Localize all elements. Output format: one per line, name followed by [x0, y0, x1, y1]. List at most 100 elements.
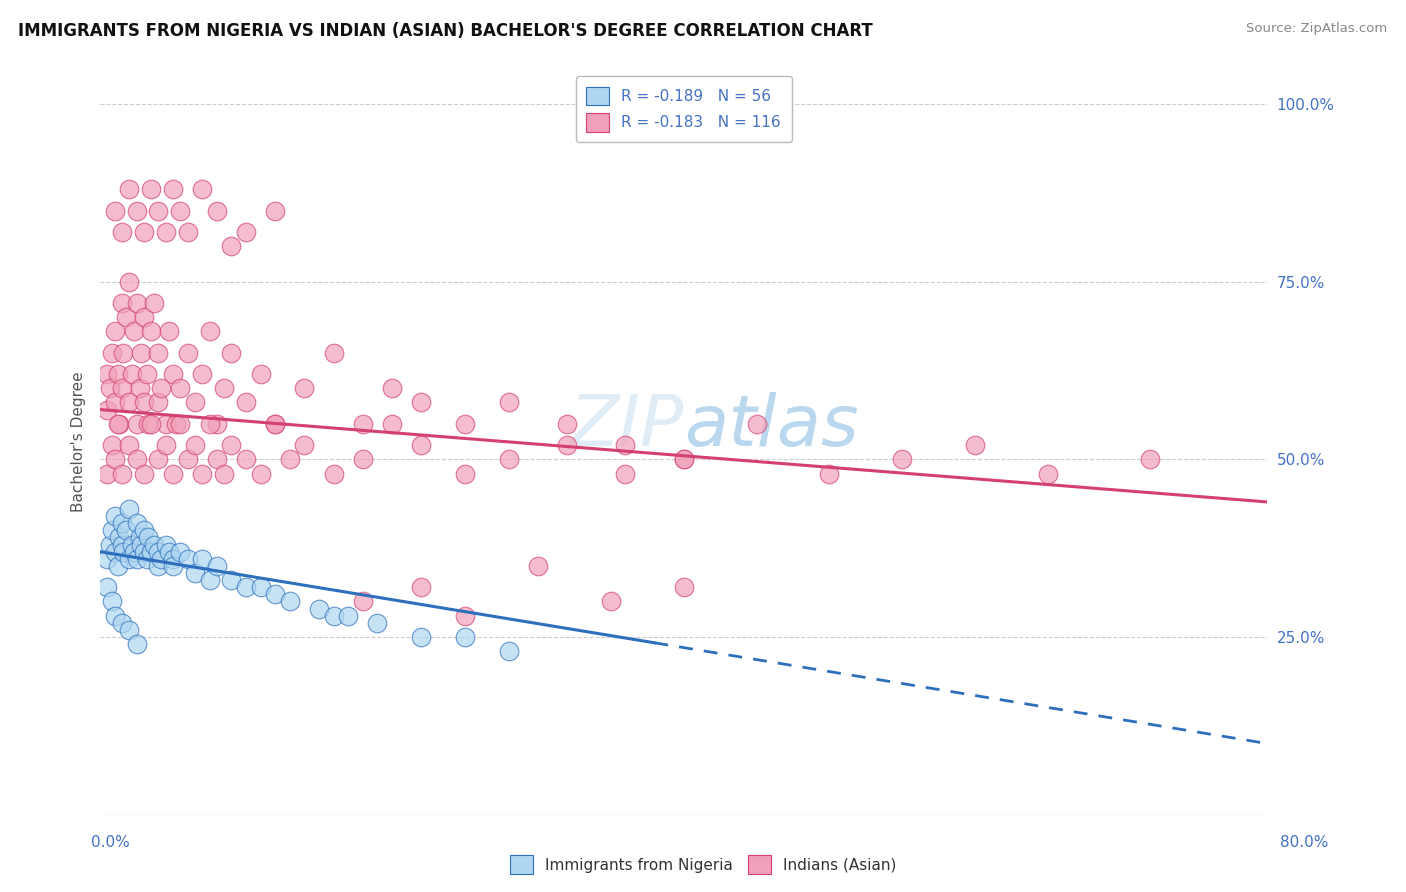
Point [235, 395, 257, 409]
Point [136, 531, 159, 545]
Point [157, 325, 180, 339]
Point [129, 345, 152, 359]
Point [162, 182, 184, 196]
Point [454, 467, 477, 481]
Point [107, 558, 129, 573]
Point [141, 325, 163, 339]
Point [891, 452, 914, 467]
Point [141, 544, 163, 558]
Point [101, 594, 124, 608]
Point [122, 325, 145, 339]
Point [278, 594, 301, 608]
Point [96, 467, 118, 481]
Point [118, 275, 141, 289]
Point [162, 558, 184, 573]
Point [366, 615, 388, 630]
Point [104, 608, 127, 623]
Point [132, 524, 155, 538]
Point [381, 381, 404, 395]
Point [176, 551, 198, 566]
Point [1139, 452, 1161, 467]
Point [198, 417, 221, 431]
Point [148, 203, 170, 218]
Point [409, 395, 432, 409]
Point [249, 367, 271, 381]
Point [118, 623, 141, 637]
Point [191, 467, 214, 481]
Point [107, 367, 129, 381]
Point [308, 601, 330, 615]
Point [169, 203, 191, 218]
Point [121, 367, 143, 381]
Point [148, 345, 170, 359]
Point [454, 608, 477, 623]
Point [614, 438, 637, 452]
Point [155, 225, 177, 239]
Point [322, 345, 344, 359]
Point [264, 203, 287, 218]
Point [352, 417, 374, 431]
Point [112, 544, 135, 558]
Point [1038, 467, 1060, 481]
Point [292, 381, 315, 395]
Point [96, 402, 118, 417]
Point [555, 417, 578, 431]
Point [150, 381, 173, 395]
Point [672, 580, 695, 594]
Point [205, 558, 228, 573]
Legend: R = -0.189   N = 56, R = -0.183   N = 116: R = -0.189 N = 56, R = -0.183 N = 116 [575, 76, 792, 143]
Point [111, 537, 134, 551]
Point [96, 367, 118, 381]
Point [111, 615, 134, 630]
Point [176, 225, 198, 239]
Point [115, 524, 138, 538]
Point [672, 452, 695, 467]
Point [128, 381, 150, 395]
Point [96, 580, 118, 594]
Text: Source: ZipAtlas.com: Source: ZipAtlas.com [1247, 22, 1388, 36]
Text: IMMIGRANTS FROM NIGERIA VS INDIAN (ASIAN) BACHELOR'S DEGREE CORRELATION CHART: IMMIGRANTS FROM NIGERIA VS INDIAN (ASIAN… [18, 22, 873, 40]
Point [104, 325, 127, 339]
Point [111, 296, 134, 310]
Point [169, 381, 191, 395]
Point [125, 296, 148, 310]
Point [136, 417, 159, 431]
Point [184, 438, 207, 452]
Point [454, 417, 477, 431]
Point [101, 438, 124, 452]
Point [104, 395, 127, 409]
Point [221, 239, 243, 253]
Point [101, 345, 124, 359]
Point [184, 566, 207, 580]
Point [125, 203, 148, 218]
Point [101, 524, 124, 538]
Point [125, 516, 148, 531]
Point [409, 438, 432, 452]
Point [143, 537, 166, 551]
Point [249, 580, 271, 594]
Point [115, 310, 138, 325]
Point [118, 182, 141, 196]
Point [235, 580, 257, 594]
Point [965, 438, 987, 452]
Point [111, 381, 134, 395]
Point [148, 558, 170, 573]
Point [191, 182, 214, 196]
Point [264, 417, 287, 431]
Point [98, 537, 121, 551]
Point [125, 551, 148, 566]
Y-axis label: Bachelor's Degree: Bachelor's Degree [72, 371, 86, 512]
Point [155, 438, 177, 452]
Point [155, 537, 177, 551]
Point [98, 381, 121, 395]
Point [169, 544, 191, 558]
Point [112, 345, 135, 359]
Point [191, 551, 214, 566]
Point [352, 452, 374, 467]
Point [121, 537, 143, 551]
Point [264, 417, 287, 431]
Point [337, 608, 360, 623]
Point [132, 467, 155, 481]
Point [135, 367, 157, 381]
Point [381, 417, 404, 431]
